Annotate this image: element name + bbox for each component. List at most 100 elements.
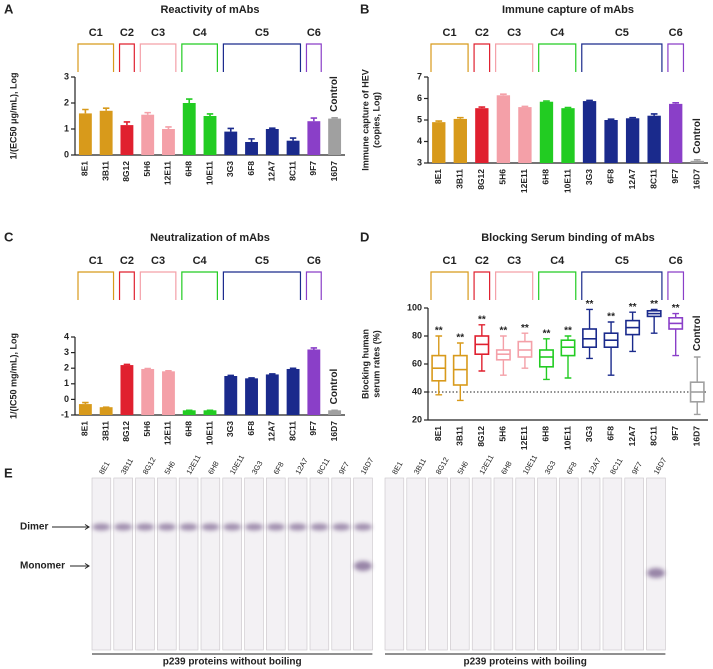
blot-strip bbox=[428, 477, 448, 651]
group-label: C2 bbox=[475, 255, 489, 267]
blot-band bbox=[136, 523, 154, 531]
group-label: C2 bbox=[475, 27, 489, 39]
bar bbox=[604, 120, 618, 163]
blot-strip bbox=[331, 477, 351, 651]
group-label: C6 bbox=[669, 27, 683, 39]
blot-strip bbox=[471, 477, 492, 651]
lane-label: 5H6 bbox=[455, 460, 470, 476]
bar bbox=[224, 376, 238, 415]
blot-strip bbox=[406, 477, 426, 651]
error-bar bbox=[310, 347, 318, 350]
bar bbox=[265, 374, 279, 415]
bar bbox=[286, 368, 300, 415]
blot-band bbox=[332, 523, 351, 531]
panel-letter: A bbox=[4, 1, 14, 16]
bar bbox=[162, 129, 175, 155]
error-bar bbox=[289, 137, 297, 141]
bar bbox=[78, 404, 92, 415]
y-tick-label: 3 bbox=[64, 71, 69, 81]
blot-strip bbox=[537, 477, 557, 651]
blot-band bbox=[354, 561, 372, 571]
x-tick-label: 12A7 bbox=[267, 421, 277, 442]
bar bbox=[182, 103, 196, 155]
y-tick-label: 1 bbox=[64, 378, 69, 388]
x-tick-label: 8C11 bbox=[287, 421, 297, 441]
annotation: Control bbox=[692, 315, 703, 351]
x-tick-label: 12E11 bbox=[519, 169, 529, 193]
group-label: C4 bbox=[193, 255, 208, 267]
error-bar bbox=[629, 116, 636, 119]
blot-strip bbox=[384, 477, 405, 651]
significance: ** bbox=[586, 299, 594, 310]
error-bar bbox=[693, 158, 701, 161]
group-label: C1 bbox=[89, 255, 103, 267]
blot-band bbox=[114, 523, 133, 531]
x-tick-label: 5H6 bbox=[142, 161, 152, 177]
group-bracket bbox=[538, 43, 577, 72]
lane-label: 12E11 bbox=[184, 453, 202, 476]
y-axis-label: (copies, Log) bbox=[371, 92, 381, 148]
whisker bbox=[607, 321, 615, 376]
x-tick-label: 8G12 bbox=[121, 161, 131, 182]
lane-label: 8C11 bbox=[608, 456, 624, 476]
blot-band bbox=[647, 568, 665, 578]
annotation: Control bbox=[329, 369, 340, 405]
x-tick-label: 8E1 bbox=[80, 421, 90, 436]
group-bracket bbox=[77, 43, 115, 72]
lane-label: 12A7 bbox=[293, 456, 310, 476]
error-bar bbox=[478, 106, 486, 109]
bar bbox=[432, 122, 446, 163]
blot-band bbox=[266, 523, 285, 531]
significance: ** bbox=[629, 302, 637, 313]
panel-letter: D bbox=[360, 229, 369, 244]
bar bbox=[141, 368, 155, 415]
lane-label: 6F8 bbox=[564, 460, 578, 476]
box bbox=[538, 349, 554, 368]
lane-label: 16D7 bbox=[652, 456, 669, 476]
lane-label: 8G12 bbox=[434, 456, 451, 476]
blot-band bbox=[288, 523, 307, 531]
error-bar bbox=[310, 117, 318, 122]
x-tick-label: 3B11 bbox=[455, 426, 465, 446]
error-bar bbox=[564, 106, 572, 109]
group-bracket bbox=[222, 271, 302, 300]
x-tick-label: 16D7 bbox=[691, 169, 701, 190]
bar bbox=[265, 129, 279, 155]
chart-title: Blocking Serum binding of mAbs bbox=[481, 232, 655, 244]
x-tick-label: 3G3 bbox=[225, 161, 235, 177]
group-label: C4 bbox=[550, 27, 565, 39]
x-tick-label: 6F8 bbox=[605, 169, 615, 184]
y-tick-label: 3 bbox=[417, 157, 422, 167]
blot-strip bbox=[200, 477, 221, 651]
x-tick-label: 16D7 bbox=[691, 426, 701, 447]
blot-band bbox=[201, 523, 220, 531]
lane-label: 6F8 bbox=[271, 460, 285, 476]
x-tick-label: 10E11 bbox=[562, 426, 572, 450]
significance: ** bbox=[650, 299, 658, 310]
bar bbox=[307, 121, 321, 155]
group-label: C3 bbox=[151, 255, 165, 267]
error-bar bbox=[607, 118, 615, 120]
bar bbox=[475, 108, 489, 163]
group-bracket bbox=[667, 271, 685, 300]
y-tick-label: -1 bbox=[61, 409, 69, 419]
y-axis-label: 1/(EC50 μg/mL), Log bbox=[8, 72, 18, 159]
blot-strip bbox=[287, 477, 308, 651]
bar bbox=[99, 110, 113, 155]
y-tick-label: 4 bbox=[64, 331, 69, 341]
x-tick-label: 3G3 bbox=[584, 169, 594, 185]
group-label: C6 bbox=[669, 255, 683, 267]
y-axis-label: Blocking human bbox=[360, 329, 370, 399]
error-bar bbox=[227, 374, 234, 377]
bar bbox=[224, 131, 238, 155]
blot-strip bbox=[580, 477, 601, 651]
group-label: C1 bbox=[89, 27, 103, 39]
y-tick-label: 0 bbox=[64, 149, 69, 159]
group-bracket bbox=[430, 43, 469, 72]
panel-letter: C bbox=[4, 229, 14, 244]
bar bbox=[307, 349, 321, 415]
group-bracket bbox=[473, 271, 491, 300]
lane-label: 10E11 bbox=[228, 453, 246, 476]
bar bbox=[647, 115, 661, 163]
